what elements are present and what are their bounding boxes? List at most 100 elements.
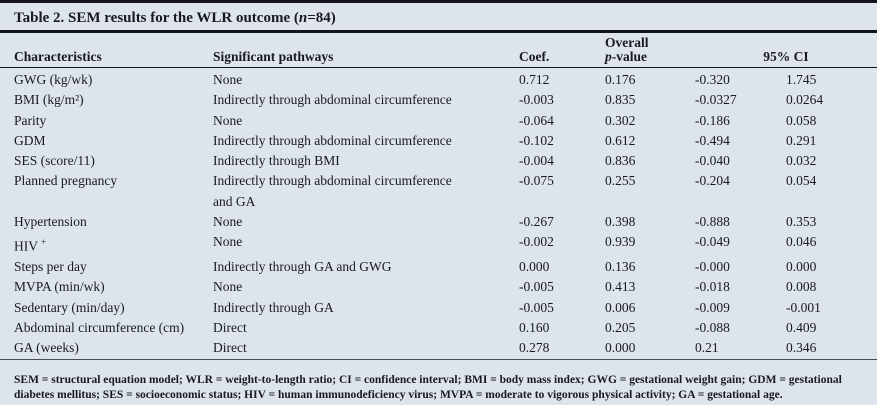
cell-coef: 0.712: [519, 72, 550, 87]
cell-ci-low: -0.009: [695, 299, 730, 315]
table-row-abdominal-circumference: Abdominal circumference (cm) Direct 0.16…: [0, 318, 877, 338]
cell-ci-high: 0.353: [786, 214, 817, 230]
cell-pvalue: 0.000: [605, 340, 636, 356]
table-footnote: SEM = structural equation model; WLR = w…: [14, 373, 842, 401]
cell-ci-low: -0.494: [695, 132, 730, 148]
table-row-steps: Steps per day Indirectly through GA and …: [0, 257, 877, 277]
cell-ci-low: -0.186: [695, 112, 730, 128]
table-row-ga: GA (weeks) Direct 0.278 0.000 0.21 0.346: [0, 338, 877, 358]
cell-pvalue: 0.413: [605, 279, 636, 295]
cell-coef: -0.005: [519, 279, 554, 295]
cell-pvalue: 0.176: [605, 72, 636, 87]
cell-ci-high: 1.745: [786, 72, 817, 87]
title-underline-rule: [0, 30, 877, 33]
cell-characteristic: Hypertension: [14, 214, 87, 230]
cell-coef: 0.000: [519, 259, 550, 275]
top-rule: [0, 0, 877, 3]
cell-ci-low: -0.0327: [695, 92, 737, 108]
cell-ci-high: 0.046: [786, 234, 817, 250]
cell-pvalue: 0.398: [605, 214, 636, 230]
cell-pvalue: 0.939: [605, 234, 636, 250]
cell-pvalue: 0.836: [605, 153, 636, 169]
header-row: Characteristics Significant pathways Coe…: [0, 33, 877, 68]
table-title: Table 2. SEM results for the WLR outcome…: [0, 3, 877, 30]
header-significant-pathways: Significant pathways: [213, 33, 519, 68]
cell-coef: -0.005: [519, 299, 554, 315]
header-95-ci: 95% CI: [695, 33, 877, 68]
cell-pathway: Indirectly through GA: [213, 299, 334, 315]
cell-ci-low: -0.088: [695, 320, 730, 336]
cell-characteristic: Planned pregnancy: [14, 173, 118, 189]
cell-coef: -0.004: [519, 153, 554, 169]
cell-ci-high: 0.032: [786, 153, 817, 169]
cell-characteristic: Abdominal circumference (cm): [14, 320, 185, 336]
table-body: GWG (kg/wk) None 0.712 0.176 -0.320 1.74…: [0, 68, 877, 359]
hiv-positive-superscript: +: [41, 237, 47, 248]
table-row-sedentary: Sedentary (min/day) Indirectly through G…: [0, 298, 877, 318]
header-p-value-rest: -value: [611, 49, 647, 64]
cell-characteristic: SES (score/11): [14, 153, 95, 169]
cell-coef: -0.002: [519, 234, 554, 250]
cell-pvalue: 0.302: [605, 112, 636, 128]
cell-characteristic: HIV +: [0, 232, 213, 257]
cell-pathway: Direct: [213, 320, 247, 336]
cell-characteristic: GA (weeks): [14, 340, 79, 356]
cell-ci-high: 0.409: [786, 320, 817, 336]
cell-pathway: None: [213, 279, 243, 295]
cell-ci-high: 0.346: [786, 340, 817, 356]
cell-coef: -0.075: [519, 173, 554, 189]
table-bottom-rule: [0, 358, 877, 360]
cell-ci-high: 0.058: [786, 112, 817, 128]
cell-ci-high: -0.001: [786, 299, 821, 315]
pathway-line1: Indirectly through abdominal circumferen…: [213, 173, 452, 189]
cell-characteristic: Steps per day: [14, 259, 87, 275]
cell-characteristic: BMI (kg/m²): [14, 92, 84, 108]
cell-ci-low: -0.018: [695, 279, 730, 295]
header-coef: Coef.: [519, 33, 605, 68]
table-row-hypertension: Hypertension None -0.267 0.398 -0.888 0.…: [0, 212, 877, 232]
table-row-mvpa: MVPA (min/wk) None -0.005 0.413 -0.018 0…: [0, 277, 877, 297]
cell-characteristic: Sedentary (min/day): [14, 299, 125, 315]
table-title-suffix: =84): [307, 10, 336, 26]
table-header: Characteristics Significant pathways Coe…: [0, 33, 877, 68]
cell-pathway: Indirectly through BMI: [213, 153, 340, 169]
cell-ci-low: -0.040: [695, 153, 730, 169]
header-overall-p-value: Overall p-value: [605, 33, 695, 68]
cell-coef: -0.102: [519, 132, 554, 148]
cell-ci-high: 0.291: [786, 132, 817, 148]
cell-pvalue: 0.835: [605, 92, 636, 108]
cell-ci-high: 0.054: [786, 173, 817, 189]
cell-characteristic: GDM: [14, 132, 46, 148]
cell-coef: -0.064: [519, 112, 554, 128]
cell-ci-low: -0.049: [695, 234, 730, 250]
cell-ci-high: 0.0264: [786, 92, 824, 108]
table-title-prefix: Table 2. SEM results for the WLR outcome…: [14, 10, 299, 26]
cell-pvalue: 0.255: [605, 173, 636, 189]
table-title-n: n: [298, 10, 308, 26]
cell-coef: 0.160: [519, 320, 550, 336]
cell-pathway: Indirectly through GA and GWG: [213, 259, 392, 275]
header-overall: Overall: [605, 35, 649, 50]
cell-coef: 0.278: [519, 340, 550, 356]
table-row-ses: SES (score/11) Indirectly through BMI -0…: [0, 151, 877, 171]
cell-ci-high: 0.008: [786, 279, 817, 295]
header-characteristics: Characteristics: [0, 33, 213, 68]
cell-pvalue: 0.205: [605, 320, 636, 336]
cell-pathway: Indirectly through abdominal circumferen…: [213, 132, 452, 148]
cell-pvalue: 0.612: [605, 132, 636, 148]
cell-pathway: Indirectly through abdominal circumferen…: [213, 171, 519, 212]
cell-pvalue: 0.136: [605, 259, 636, 275]
cell-coef: -0.003: [519, 92, 554, 108]
cell-pvalue: 0.006: [605, 299, 636, 315]
cell-ci-high: 0.000: [786, 259, 817, 275]
cell-pathway: Direct: [213, 340, 247, 356]
cell-coef: -0.267: [519, 214, 554, 230]
cell-ci-low: -0.320: [695, 72, 730, 87]
hiv-label: HIV: [14, 238, 38, 254]
cell-ci-low: -0.000: [695, 259, 730, 275]
cell-pathway: Indirectly through abdominal circumferen…: [213, 92, 452, 108]
cell-ci-low: -0.888: [695, 214, 730, 230]
table-row-hiv: HIV + None -0.002 0.939 -0.049 0.046: [0, 232, 877, 257]
cell-pathway: None: [213, 234, 243, 250]
